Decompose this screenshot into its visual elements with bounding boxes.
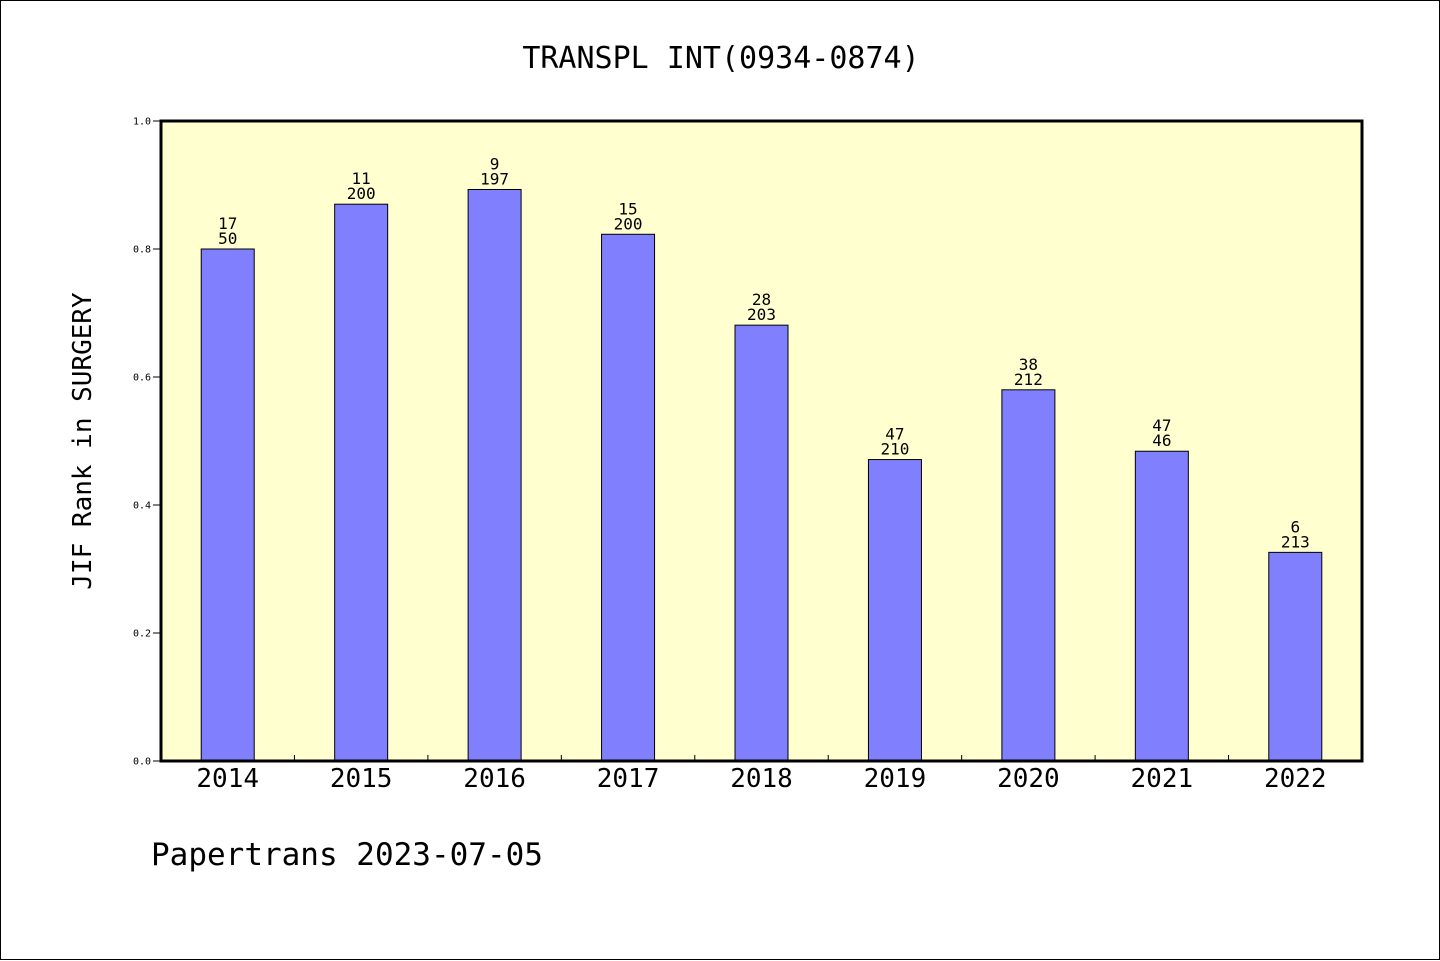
y-tick-label: 0.4 — [133, 501, 151, 512]
bar-2022 — [1268, 551, 1323, 762]
bar-label-total: 203 — [747, 305, 776, 324]
x-axis: 2014 2015 2016 2017 2018 2019 2020 2021 2022 — [196, 755, 1327, 794]
y-tick-label: 1.0 — [133, 117, 151, 128]
bar-label-rank: 6 — [1290, 517, 1300, 536]
y-tick-label: 0.6 — [133, 373, 151, 384]
bar-2017 — [601, 233, 656, 762]
bar-label-total: 213 — [1281, 532, 1310, 551]
x-tick-label: 2020 — [997, 764, 1060, 794]
x-tick-label: 2017 — [597, 764, 660, 794]
y-axis: 0.0 0.2 0.4 0.6 0.8 1.0 — [133, 117, 161, 768]
y-tick-label: 0.2 — [133, 629, 151, 640]
bar-2014 — [200, 248, 255, 762]
x-tick-label: 2015 — [330, 764, 393, 794]
bar-label-total: 46 — [1152, 431, 1171, 450]
bars-group — [200, 188, 1323, 762]
y-tick-label: 0.8 — [133, 245, 151, 256]
bar-label-total: 50 — [218, 229, 237, 248]
bar-2018 — [734, 324, 789, 762]
bar-label-rank: 38 — [1019, 355, 1038, 374]
bar-label-rank: 15 — [618, 199, 637, 218]
bar-2020 — [1001, 389, 1056, 762]
bar-label-rank: 17 — [218, 214, 237, 233]
bar-2016 — [467, 188, 522, 762]
bar-label-rank: 28 — [752, 290, 771, 309]
x-tick-label: 2014 — [196, 764, 259, 794]
y-axis-label: JIF Rank in SURGERY — [68, 292, 98, 590]
x-tick-label: 2022 — [1264, 764, 1327, 794]
bar-label-total: 200 — [347, 184, 376, 203]
data-labels-group: 1750112009197152002820347210382124746621… — [218, 154, 1310, 551]
chart-title: TRANSPL INT(0934-0874) — [522, 41, 919, 76]
bar-label-rank: 47 — [885, 425, 904, 444]
x-tick-label: 2021 — [1131, 764, 1194, 794]
plot-border — [159, 119, 1364, 763]
footer-source-date: Papertrans 2023-07-05 — [151, 837, 543, 873]
bar-label-total: 212 — [1014, 370, 1043, 389]
x-tick-label: 2016 — [463, 764, 526, 794]
bar-label-rank: 9 — [490, 154, 500, 173]
bar-label-rank: 47 — [1152, 416, 1171, 435]
bar-2021 — [1134, 450, 1189, 762]
bar-label-total: 197 — [480, 169, 509, 188]
bar-label-rank: 11 — [352, 169, 371, 188]
bar-2019 — [867, 459, 922, 762]
bar-2015 — [334, 203, 389, 762]
bar-label-total: 200 — [614, 214, 643, 233]
bar-label-total: 210 — [880, 440, 909, 459]
y-tick-label: 0.0 — [133, 757, 151, 768]
x-tick-label: 2019 — [864, 764, 927, 794]
x-tick-label: 2018 — [730, 764, 793, 794]
